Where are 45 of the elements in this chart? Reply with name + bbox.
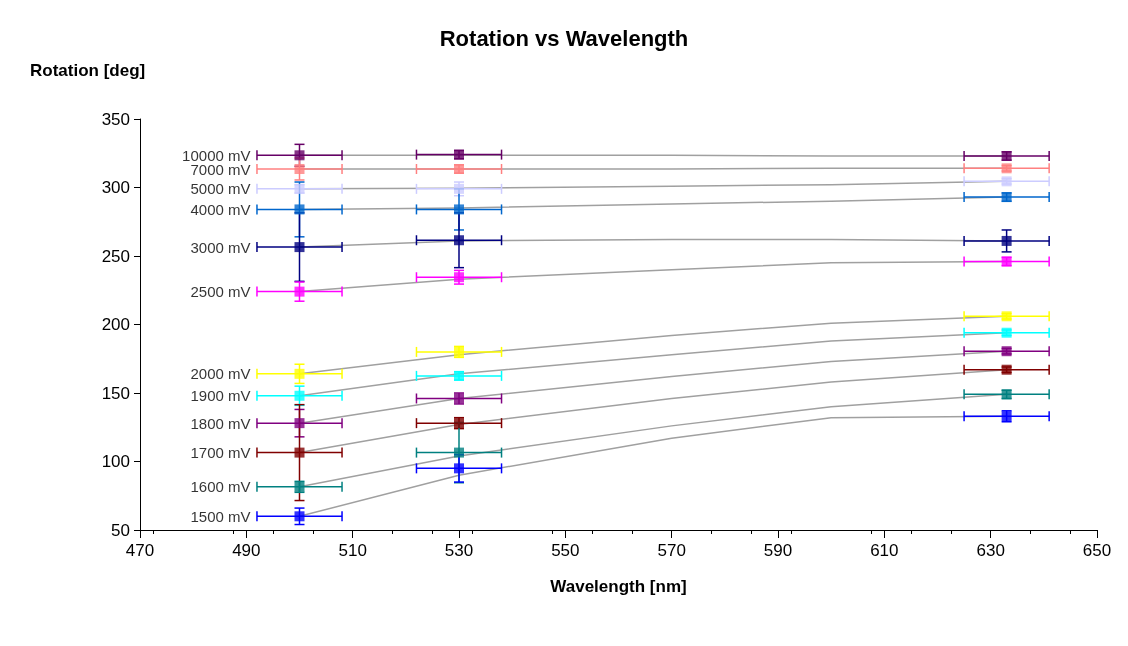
- text: 4000 mV: [190, 200, 251, 218]
- y-axis-title: Rotation [deg]: [30, 61, 146, 80]
- point: [454, 235, 464, 246]
- text: 3000 mV: [190, 238, 251, 256]
- point: [294, 242, 305, 253]
- point: [454, 447, 464, 458]
- x-tick-label: 470: [125, 541, 155, 560]
- x-axis-title: Wavelength [nm]: [550, 577, 687, 596]
- x-tick-label: 570: [657, 541, 686, 560]
- y-tick-label: 200: [101, 315, 130, 334]
- point: [294, 511, 305, 522]
- y-tick-label: 100: [101, 452, 130, 471]
- point: [294, 447, 305, 458]
- x-tick-label: 490: [232, 541, 261, 560]
- y-tick-label: 350: [101, 109, 130, 129]
- x-tick-label: 590: [763, 541, 793, 560]
- point: [294, 150, 305, 161]
- point: [294, 286, 305, 297]
- x-tick-label: 630: [976, 541, 1005, 560]
- x-tick-label: 550: [551, 541, 580, 560]
- text: 2500 mV: [190, 283, 251, 301]
- text: 1500 mV: [190, 507, 251, 525]
- point: [1001, 235, 1012, 246]
- point: [454, 204, 464, 215]
- text: 2000 mV: [190, 365, 251, 383]
- text: 1900 mV: [190, 387, 251, 405]
- text: 5000 mV: [190, 180, 251, 198]
- point: [294, 390, 305, 401]
- x-tick-label: 610: [870, 541, 899, 560]
- point: [294, 164, 305, 175]
- point: [454, 463, 464, 474]
- text: 1700 mV: [190, 444, 251, 462]
- text: 1600 mV: [190, 478, 251, 496]
- x-tick-label: 510: [338, 541, 367, 560]
- point: [294, 204, 305, 215]
- text: 1800 mV: [190, 414, 251, 432]
- x-tick-label: 530: [444, 541, 474, 560]
- x-tick-label: 650: [1082, 541, 1112, 560]
- point: [294, 418, 305, 429]
- y-tick-label: 50: [111, 520, 130, 540]
- y-tick-label: 250: [101, 246, 130, 266]
- y-tick-label: 150: [101, 383, 130, 403]
- point: [294, 368, 305, 379]
- y-tick-label: 300: [101, 178, 130, 197]
- chart-title: Rotation vs Wavelength: [439, 25, 689, 51]
